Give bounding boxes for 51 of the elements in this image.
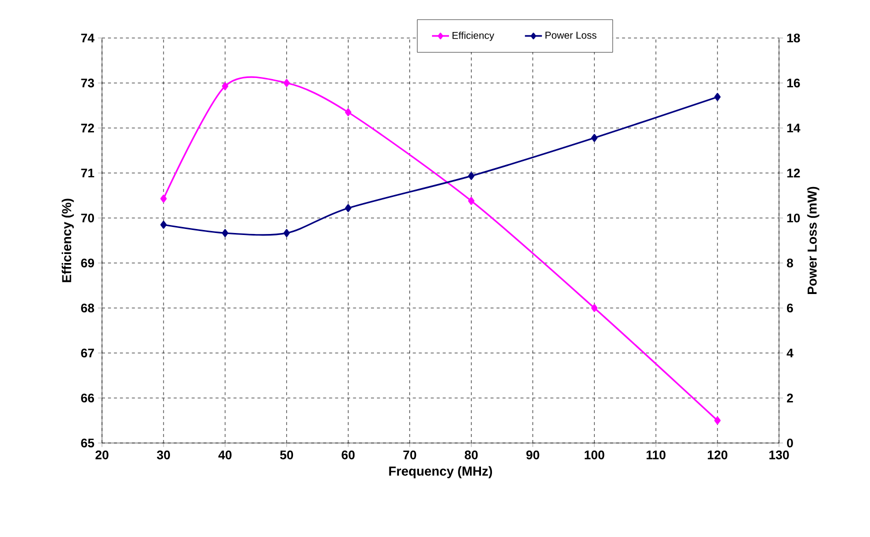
point <box>160 194 167 203</box>
legend-label: Power Loss <box>546 32 596 39</box>
point <box>344 204 352 212</box>
y-tick-label: 70 <box>81 214 94 222</box>
y-tick-label: 74 <box>81 34 94 42</box>
x-tick-label: 130 <box>769 450 789 460</box>
x-tick-label: 120 <box>708 450 728 460</box>
y2-tick-label: 0 <box>787 438 793 448</box>
y-tick-label: 66 <box>81 394 94 402</box>
x-tick-label: 20 <box>96 450 108 460</box>
y2-tick-label: 18 <box>787 34 800 42</box>
y2-tick-label: 6 <box>786 304 793 312</box>
point <box>468 172 474 180</box>
y2-tick-label: 12 <box>787 168 800 178</box>
point <box>283 229 290 238</box>
y2-tick-label: 10 <box>787 214 800 222</box>
y2-tick-label: 14 <box>787 124 800 132</box>
point <box>160 220 167 229</box>
point <box>591 134 598 142</box>
y-tick-label: 65 <box>81 438 94 448</box>
x-tick-label: 40 <box>218 450 232 460</box>
y-axis-title: Efficiency (%) <box>62 198 74 282</box>
point <box>714 92 721 101</box>
x-tick-label: 110 <box>646 450 666 460</box>
point <box>222 229 228 238</box>
x-tick-label: 90 <box>526 450 540 460</box>
point <box>283 79 290 87</box>
x-tick-label: 100 <box>584 450 604 460</box>
point <box>468 196 474 205</box>
y-tick-label: 72 <box>81 124 94 132</box>
point <box>714 416 721 424</box>
x-tick-label: 30 <box>156 450 170 460</box>
y-tick-label: 67 <box>81 348 94 358</box>
point <box>344 108 352 116</box>
y2-axis-title: Power Loss (mW) <box>807 186 820 294</box>
y2-tick-label: 16 <box>787 78 800 88</box>
legend-label: Efficiency <box>452 32 494 41</box>
y2-tick-label: 2 <box>786 394 793 402</box>
y-tick-label: 68 <box>81 304 94 312</box>
point <box>222 82 228 90</box>
y2-tick-label: 4 <box>786 348 794 358</box>
x-axis-title: Frequency (MHz) <box>389 466 492 478</box>
x-tick-label: 50 <box>280 450 294 460</box>
x-tick-label: 80 <box>464 450 478 460</box>
y-tick-label: 73 <box>81 78 94 88</box>
x-tick-label: 60 <box>342 450 355 460</box>
point <box>591 304 598 312</box>
y-tick-label: 69 <box>81 258 94 268</box>
y2-tick-label: 8 <box>786 258 794 268</box>
x-tick-label: 70 <box>403 450 416 460</box>
y-tick-label: 71 <box>81 168 94 178</box>
